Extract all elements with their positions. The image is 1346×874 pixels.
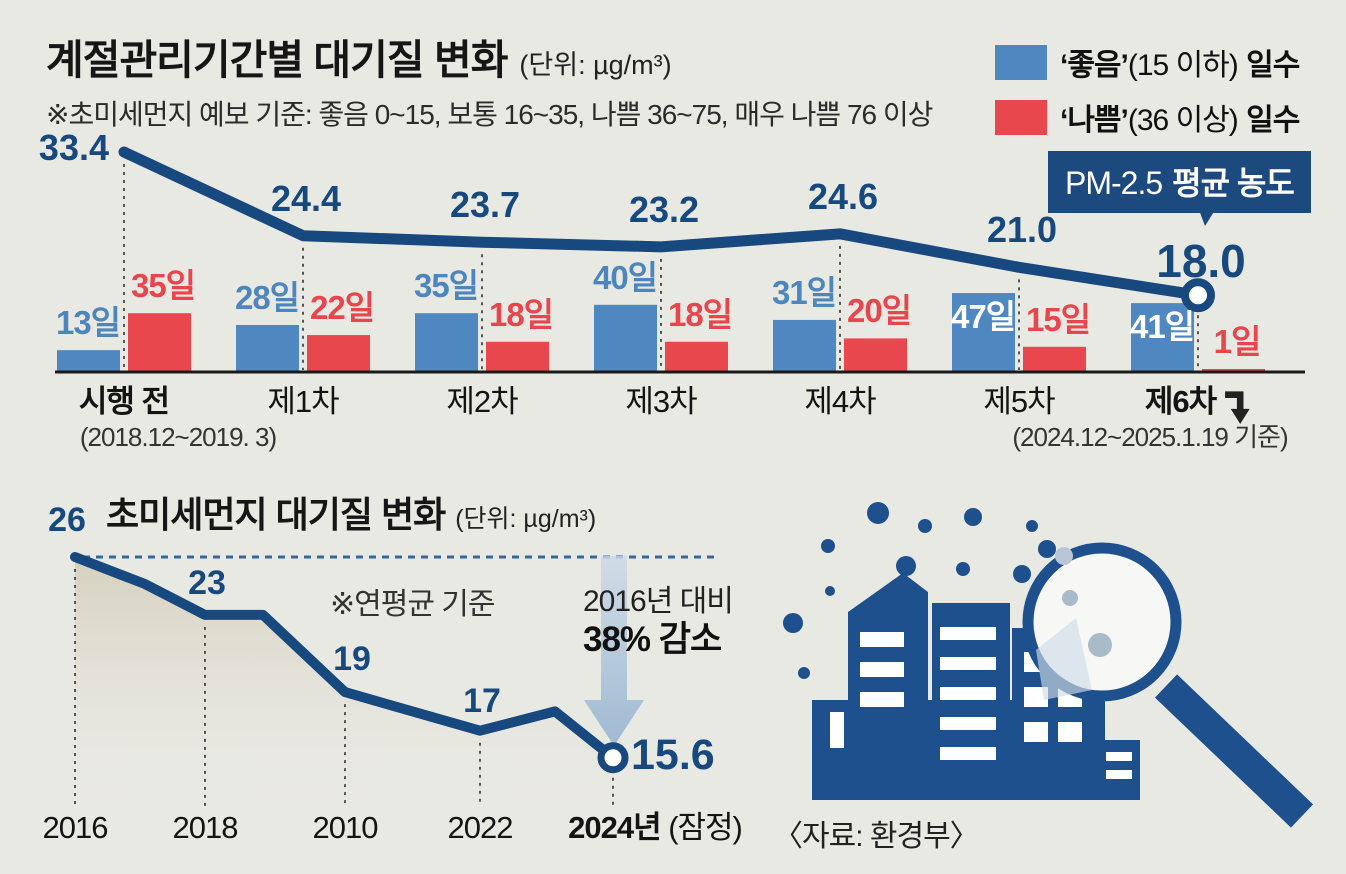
magnifier-icon <box>1022 542 1314 828</box>
annual-chart <box>70 552 718 806</box>
annual-end-marker <box>597 742 629 774</box>
bad-days-bar <box>486 341 549 372</box>
bad-days-bar <box>665 341 728 372</box>
bad-days-bar <box>844 338 907 372</box>
annual-pm25-line <box>70 552 618 763</box>
decrease-arrow <box>584 556 644 746</box>
good-days-bar <box>952 293 1015 372</box>
bad-days-bar <box>128 313 191 372</box>
good-days-bar <box>415 313 478 372</box>
bad-days-bar <box>1023 346 1086 372</box>
good-days-bar <box>236 324 299 372</box>
pm25-line <box>118 146 1204 301</box>
city-smog-illustration <box>783 502 1314 828</box>
pm25-end-marker <box>1181 278 1215 313</box>
good-days-bar <box>594 304 657 372</box>
seasonal-chart <box>55 146 1305 374</box>
bad-days-bar <box>307 335 370 372</box>
good-days-bar <box>1131 303 1194 372</box>
good-days-bar <box>773 319 836 372</box>
good-days-bar <box>57 350 120 372</box>
